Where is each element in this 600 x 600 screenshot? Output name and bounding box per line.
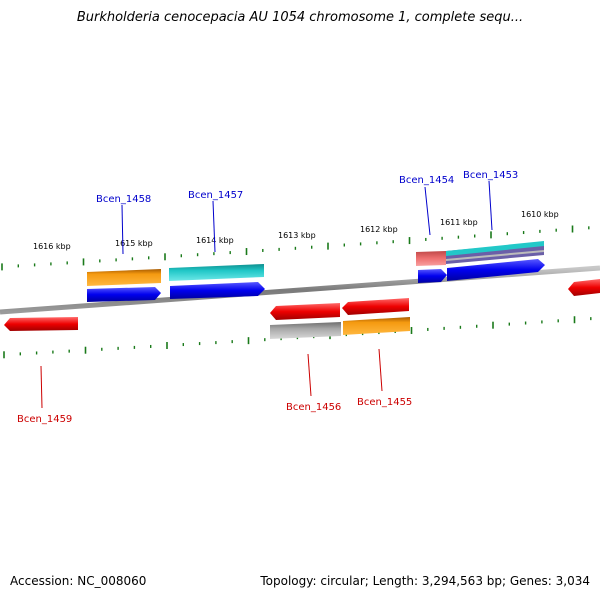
cog-features-bottom: [270, 317, 410, 339]
kbp-scale-labels: 1616 kbp 1615 kbp 1614 kbp 1613 kbp 1612…: [33, 210, 559, 251]
cds-bcen-1455[interactable]: [342, 298, 409, 315]
kbp-label: 1616 kbp: [33, 242, 71, 251]
gene-labels: Bcen_1458 Bcen_1457 Bcen_1454 Bcen_1453 …: [17, 170, 518, 425]
cds-bcen-1454[interactable]: [418, 269, 447, 283]
cds-forward: [87, 259, 545, 302]
genome-summary-text: Topology: circular; Length: 3,294,563 bp…: [260, 574, 590, 588]
gene-label-bcen-1455[interactable]: Bcen_1455: [357, 397, 412, 408]
feature-orange[interactable]: [87, 269, 161, 286]
label-leaders: [40, 180, 493, 409]
cds-bcen-1458[interactable]: [87, 287, 161, 302]
cds-bcen-1453[interactable]: [447, 259, 545, 281]
feature-orange[interactable]: [343, 317, 410, 335]
gene-label-bcen-1459[interactable]: Bcen_1459: [17, 414, 72, 425]
kbp-label: 1613 kbp: [278, 231, 316, 240]
tick-row-outer: [1, 225, 590, 271]
accession-text: Accession: NC_008060: [10, 574, 147, 588]
kbp-label: 1612 kbp: [360, 225, 398, 234]
kbp-label: 1615 kbp: [115, 239, 153, 248]
cds-bcen-1459[interactable]: [4, 317, 78, 331]
cds-reverse: [4, 279, 600, 331]
cds-bcen-1456[interactable]: [270, 303, 340, 320]
feature-pink[interactable]: [416, 251, 446, 266]
cds-bcen-1457[interactable]: [170, 282, 265, 299]
gene-label-bcen-1456[interactable]: Bcen_1456: [286, 402, 341, 413]
gene-label-bcen-1453[interactable]: Bcen_1453: [463, 170, 518, 181]
cds-partial-right[interactable]: [568, 279, 600, 296]
kbp-label: 1610 kbp: [521, 210, 559, 219]
gene-label-bcen-1458[interactable]: Bcen_1458: [96, 194, 151, 205]
feature-grey-stripe: [446, 250, 544, 261]
feature-grey[interactable]: [270, 322, 341, 339]
gene-label-bcen-1454[interactable]: Bcen_1454: [399, 175, 454, 186]
gene-label-bcen-1457[interactable]: Bcen_1457: [188, 190, 243, 201]
kbp-label: 1611 kbp: [440, 218, 478, 227]
feature-cyan[interactable]: [169, 264, 264, 281]
feature-cyan-stripe: [446, 241, 544, 256]
map-title: Burkholderia cenocepacia AU 1054 chromos…: [76, 10, 524, 25]
cog-features-top: [87, 241, 544, 286]
